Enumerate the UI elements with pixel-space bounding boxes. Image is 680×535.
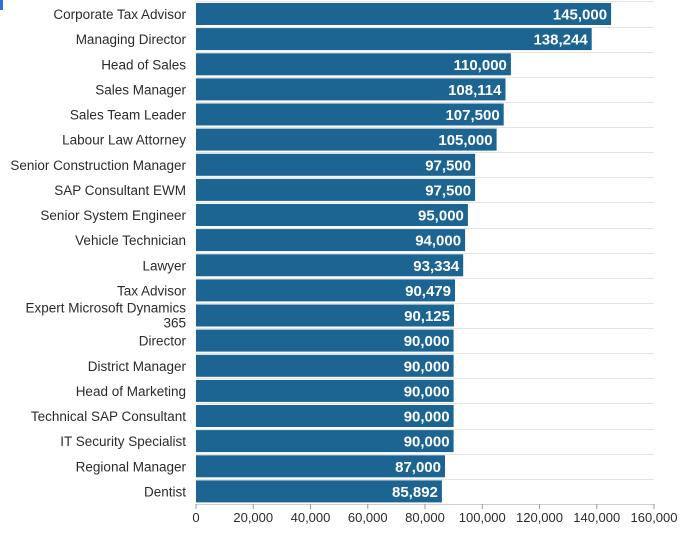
value-label: 107,500 <box>445 107 499 124</box>
value-label: 95,000 <box>418 208 464 225</box>
category-label: Sales Team Leader <box>70 108 187 123</box>
edge-marker <box>0 0 3 10</box>
value-label: 97,500 <box>425 182 471 199</box>
x-tick-label: 120,000 <box>516 510 563 525</box>
value-label: 110,000 <box>453 57 506 74</box>
category-label: Head of Sales <box>101 57 186 72</box>
bar <box>196 379 454 402</box>
bar <box>196 229 466 252</box>
bar <box>196 430 454 453</box>
category-label: Sales Manager <box>95 82 186 97</box>
x-tick-label: 60,000 <box>348 510 388 525</box>
category-label: IT Security Specialist <box>60 434 186 449</box>
bar <box>196 455 445 478</box>
category-label: Expert Microsoft Dynamics 365 <box>25 301 186 331</box>
x-tick-label: 100,000 <box>459 510 506 525</box>
category-label: Corporate Tax Advisor <box>53 7 186 22</box>
bar <box>196 480 442 503</box>
bar <box>196 279 455 302</box>
category-label: Senior System Engineer <box>40 208 186 223</box>
bar <box>196 78 506 101</box>
bar <box>196 254 464 277</box>
category-labels: Corporate Tax Advisor Managing Director He… <box>10 7 186 499</box>
value-labels: 145,000 138,244 110,000 108,114 107,500 105,0… <box>392 7 607 501</box>
category-label: Managing Director <box>76 32 187 47</box>
bar <box>196 354 454 377</box>
bars <box>196 3 612 503</box>
value-label: 93,334 <box>413 258 460 275</box>
value-label: 90,000 <box>404 434 450 451</box>
category-label: Dentist <box>144 484 186 499</box>
bar <box>196 204 468 226</box>
category-label: Head of Marketing <box>76 384 186 399</box>
x-tick-label: 20,000 <box>233 510 273 525</box>
value-label: 108,114 <box>448 82 502 99</box>
bar <box>196 53 511 76</box>
value-label: 94,000 <box>415 233 461 250</box>
category-label: SAP Consultant EWM <box>54 183 186 198</box>
value-label: 90,000 <box>404 409 450 426</box>
category-label: Tax Advisor <box>117 283 187 298</box>
value-label: 105,000 <box>438 132 492 149</box>
x-tick-label: 80,000 <box>405 510 445 525</box>
grid-lines <box>196 1 654 505</box>
bar <box>196 329 454 352</box>
x-axis: 0 20,000 40,000 60,000 80,000 100,000 120,000 1… <box>192 504 678 525</box>
category-label: Labour Law Attorney <box>62 133 186 148</box>
value-label: 97,500 <box>425 157 471 174</box>
bar <box>196 153 476 176</box>
x-tick-label: 140,000 <box>573 510 620 525</box>
x-tick-label: 160,000 <box>631 510 678 525</box>
value-label: 90,000 <box>404 333 450 350</box>
value-label: 145,000 <box>553 7 607 24</box>
value-label: 87,000 <box>395 459 441 476</box>
bar <box>196 28 592 51</box>
category-label: Senior Construction Manager <box>10 158 186 173</box>
bar <box>196 405 454 427</box>
bar <box>196 128 497 151</box>
x-tick-label: 0 <box>192 510 199 525</box>
category-label: District Manager <box>88 359 187 374</box>
category-label: Regional Manager <box>76 459 187 474</box>
value-label: 90,000 <box>404 358 450 375</box>
bar <box>196 3 612 25</box>
category-label: Vehicle Technician <box>75 233 186 248</box>
category-label: Director <box>139 334 187 349</box>
category-label: Technical SAP Consultant <box>31 409 186 424</box>
category-label: Lawyer <box>142 258 186 273</box>
bar <box>196 178 476 201</box>
value-label: 90,125 <box>404 308 450 325</box>
x-tick-label: 40,000 <box>291 510 331 525</box>
value-label: 85,892 <box>392 484 438 501</box>
value-label: 90,000 <box>404 383 450 400</box>
bar <box>196 304 454 327</box>
bar <box>196 103 504 126</box>
value-label: 138,244 <box>533 32 588 49</box>
value-label: 90,479 <box>405 283 451 300</box>
